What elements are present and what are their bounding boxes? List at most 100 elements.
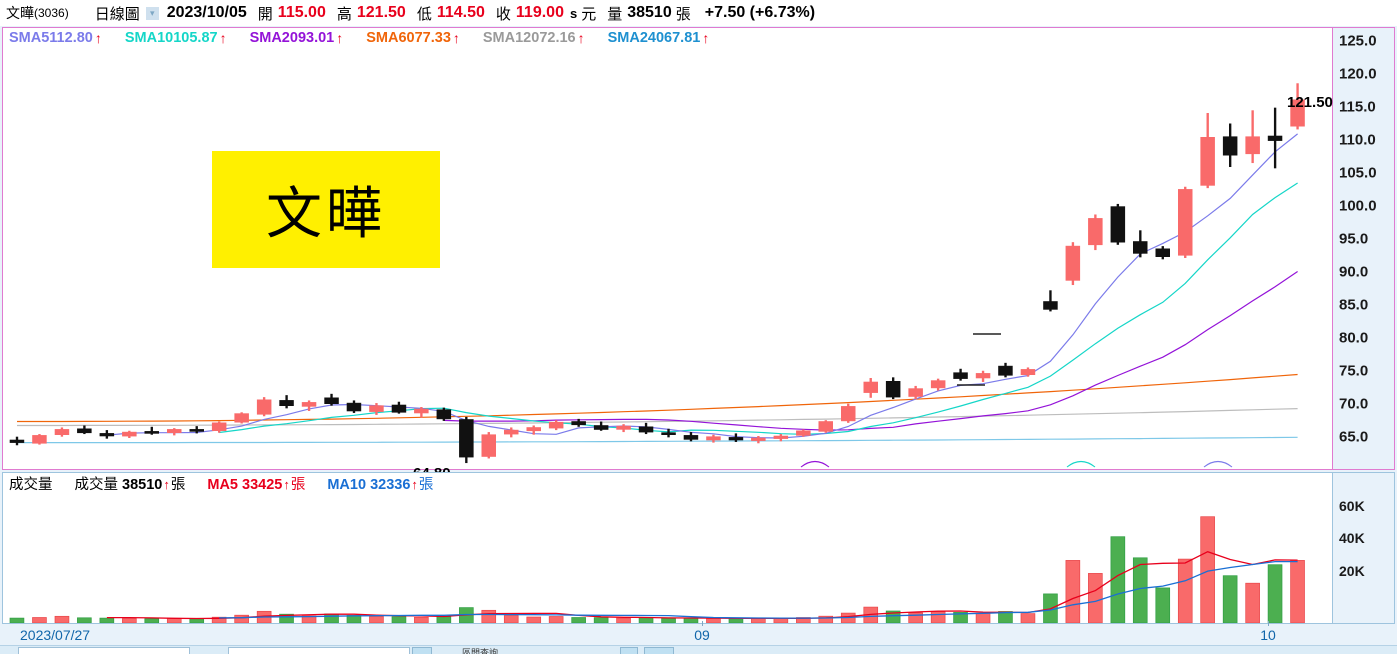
candle: [1200, 112, 1215, 189]
candlestick-plot-area[interactable]: [3, 47, 1333, 469]
price-axis-tick: 115.0: [1339, 98, 1376, 116]
volume-bar: [548, 616, 564, 623]
price-unit: 元: [581, 5, 597, 23]
candle-body: [144, 431, 160, 434]
candle-body: [346, 402, 362, 412]
ma-arrow-up-icon: ↑: [336, 29, 344, 46]
vol-legend-item-ma10: MA10 32336↑張: [327, 473, 433, 494]
candle-body: [1088, 218, 1103, 246]
candle-body: [9, 439, 25, 443]
ma-line-sma5: [106, 133, 1298, 439]
ma-name-sma20: SMA20: [249, 29, 298, 46]
volume-axis-tick: 20K: [1339, 562, 1365, 579]
candle: [773, 434, 789, 442]
price-chart-panel[interactable]: SMA5 112.80 ↑ SMA10 105.87 ↑ SMA20 93.01 ↑ SMA…: [2, 27, 1395, 482]
ma-arrow-up-icon: ↑: [577, 29, 585, 46]
volume-bar: [1245, 582, 1260, 623]
vol-legend-value: 32336: [370, 476, 411, 493]
candle: [1178, 186, 1193, 258]
volume-bar: [571, 617, 586, 623]
candle: [1267, 107, 1283, 169]
candle-body: [279, 400, 294, 406]
volume-bar: [54, 615, 70, 623]
candle-body: [728, 437, 744, 441]
volume-axis: 60K 40K 20K: [1332, 473, 1394, 623]
volume-chart-panel[interactable]: 成交量 成交量 38510↑張 MA5 33425↑張 MA10 32336↑張 60…: [2, 472, 1395, 624]
toolbar-button-1[interactable]: [412, 647, 432, 654]
candle: [1065, 242, 1081, 286]
volume-bar: [324, 613, 339, 623]
volume-bar: [1290, 560, 1305, 623]
candle-body: [32, 435, 47, 444]
chevron-down-icon[interactable]: ▾: [145, 6, 159, 20]
candle: [1245, 110, 1260, 164]
vol-legend-value: 33425: [242, 476, 283, 493]
candle: [301, 400, 317, 411]
candle: [144, 426, 160, 435]
candle: [369, 403, 384, 415]
candle: [1222, 123, 1238, 168]
candle: [908, 385, 923, 400]
volume-legend: 成交量 成交量 38510↑張 MA5 33425↑張 MA10 32336↑張: [3, 473, 1394, 493]
price-axis-tick: 85.0: [1339, 296, 1369, 314]
close-value: 119.00: [515, 4, 564, 21]
candle: [706, 434, 721, 443]
vol-legend-name: 成交量: [74, 476, 123, 493]
candle: [616, 424, 631, 433]
candle-body: [1222, 136, 1238, 156]
volume-bar: [975, 612, 991, 623]
bottom-toolbar[interactable]: 區間查詢: [0, 645, 1397, 654]
toolbar-button-3[interactable]: [644, 647, 674, 654]
date-axis-label: 09: [694, 627, 710, 643]
candle-body: [77, 428, 92, 434]
volume-bar: [1065, 560, 1081, 623]
candle: [1133, 230, 1148, 258]
ma-name-sma60: SMA60: [366, 29, 415, 46]
volume-plot-area[interactable]: [3, 493, 1333, 623]
candle: [9, 436, 25, 446]
candle-body: [548, 421, 564, 429]
candle: [863, 378, 878, 398]
quote-date: 2023/10/05: [166, 4, 247, 21]
volume-value: 38510: [627, 4, 672, 21]
date-axis-tick: [702, 621, 703, 626]
candle: [189, 426, 205, 434]
candle: [1088, 214, 1103, 251]
volume-bar: [1177, 558, 1193, 623]
chart-arc-marker: [800, 460, 830, 468]
candle: [1155, 246, 1171, 260]
candle-body: [593, 425, 609, 430]
price-axis-tick: 65.0: [1339, 428, 1369, 446]
candle-body: [436, 409, 452, 420]
candle: [1043, 290, 1058, 312]
candle-body: [459, 419, 474, 458]
volume-bar: [503, 615, 519, 623]
candle: [975, 370, 991, 382]
candle: [99, 430, 115, 439]
candle-body: [481, 434, 496, 457]
vol-arrow-up-icon: ↑: [163, 476, 170, 492]
toolbar-field-1[interactable]: [18, 647, 190, 654]
candle: [548, 420, 564, 431]
date-axis: 2023/07/27 09 10: [2, 621, 1395, 645]
ma-arrow-up-icon: ↑: [94, 29, 102, 46]
toolbar-button-2[interactable]: [620, 647, 638, 654]
volume-bar: [1222, 575, 1238, 623]
candle: [234, 412, 249, 424]
candle: [796, 429, 811, 437]
candle-body: [773, 435, 789, 439]
candle-body: [840, 406, 856, 422]
candle: [32, 434, 47, 445]
candle-body: [885, 380, 901, 398]
candle-body: [1200, 137, 1215, 186]
volume-ma-line-ma10: [219, 560, 1298, 619]
volume-ma-line-ma5: [106, 550, 1298, 620]
candle: [953, 368, 968, 381]
volume-label: 量: [607, 5, 623, 23]
candle-body: [930, 380, 946, 389]
candle-body: [122, 431, 137, 437]
ma-value-sma5: 112.80: [49, 29, 93, 46]
ma-value-sma120: 72.16: [539, 29, 576, 46]
toolbar-field-2[interactable]: [228, 647, 410, 654]
volume-axis-tick: 40K: [1339, 530, 1365, 546]
